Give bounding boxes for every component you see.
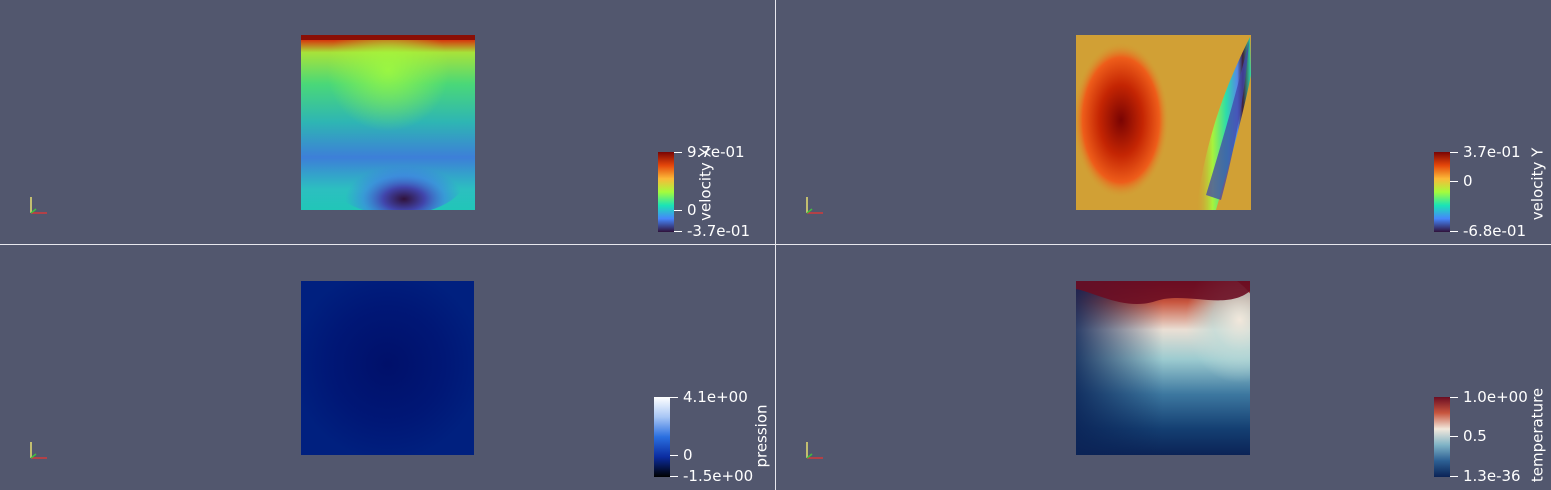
temperature-field bbox=[1076, 281, 1250, 455]
colorbar-zero-label: 0 bbox=[1463, 172, 1473, 190]
colorbar-max-label: 4.1e+00 bbox=[683, 388, 748, 406]
render-view-velocity-x[interactable]: 9.7e-01 0 -3.7e-01 velocity X bbox=[0, 0, 775, 244]
orientation-axes-icon bbox=[30, 197, 47, 214]
pression-field bbox=[301, 281, 474, 455]
colorbar-tick bbox=[674, 152, 682, 153]
colorbar-velocity-y bbox=[1434, 152, 1450, 232]
colorbar-mid-label: 0.5 bbox=[1463, 427, 1487, 445]
velocity-y-field bbox=[1076, 35, 1251, 210]
colorbar-tick bbox=[670, 476, 678, 477]
velocity-x-field bbox=[301, 35, 475, 210]
colorbar-tick bbox=[1450, 397, 1458, 398]
viewport-divider-vertical[interactable] bbox=[775, 0, 776, 490]
colorbar-tick bbox=[1450, 436, 1458, 437]
colorbar-tick bbox=[1450, 476, 1458, 477]
colorbar-max-label: 3.7e-01 bbox=[1463, 143, 1521, 161]
viewport-divider-horizontal[interactable] bbox=[0, 244, 1551, 245]
colorbar-tick bbox=[670, 397, 678, 398]
colorbar-tick bbox=[1450, 181, 1458, 182]
colorbar-min-label: 1.3e-36 bbox=[1463, 467, 1521, 485]
colorbar-zero-label: 0 bbox=[683, 446, 693, 464]
colorbar-title: pression bbox=[752, 404, 771, 468]
colorbar-min-label: -3.7e-01 bbox=[687, 222, 750, 240]
colorbar-tick bbox=[674, 210, 682, 211]
orientation-axes-icon bbox=[30, 442, 47, 459]
render-view-velocity-y[interactable]: 3.7e-01 0 -6.8e-01 velocity Y bbox=[776, 0, 1551, 244]
colorbar-title: velocity Y bbox=[1528, 147, 1547, 221]
colorbar-max-label: 9.7e-01 bbox=[687, 143, 745, 161]
colorbar-tick bbox=[670, 455, 678, 456]
colorbar-min-label: -6.8e-01 bbox=[1463, 222, 1526, 240]
colorbar-tick bbox=[1450, 152, 1458, 153]
colorbar-min-label: -1.5e+00 bbox=[683, 467, 754, 485]
orientation-axes-icon bbox=[806, 197, 823, 214]
colorbar-pression bbox=[654, 397, 670, 477]
render-view-temperature[interactable]: 1.0e+00 0.5 1.3e-36 temperature bbox=[776, 245, 1551, 490]
colorbar-tick bbox=[1450, 231, 1458, 232]
colorbar-velocity-x bbox=[658, 152, 674, 232]
colorbar-title: velocity X bbox=[696, 147, 715, 221]
colorbar-temperature bbox=[1434, 397, 1450, 477]
colorbar-tick bbox=[674, 231, 682, 232]
colorbar-title: temperature bbox=[1528, 387, 1547, 483]
render-view-pression[interactable]: 4.1e+00 0 -1.5e+00 pression bbox=[0, 245, 775, 490]
colorbar-zero-label: 0 bbox=[687, 201, 697, 219]
orientation-axes-icon bbox=[806, 442, 823, 459]
colorbar-max-label: 1.0e+00 bbox=[1463, 388, 1528, 406]
